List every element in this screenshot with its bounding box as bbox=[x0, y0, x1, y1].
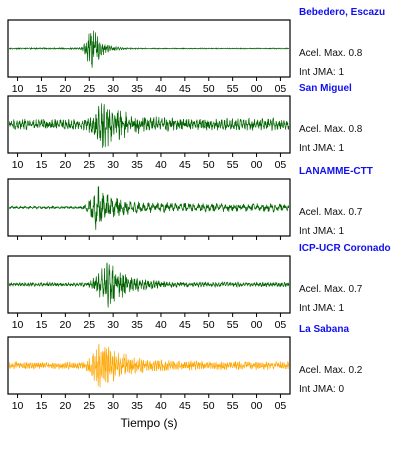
x-tick-label: 05 bbox=[275, 400, 287, 412]
x-tick-label: 50 bbox=[203, 319, 215, 331]
x-axis-title: Tiempo (s) bbox=[121, 416, 178, 430]
x-tick-label: 20 bbox=[60, 400, 72, 412]
panel-frame bbox=[7, 178, 291, 237]
x-tick-label: 00 bbox=[251, 400, 263, 412]
waveform-4 bbox=[9, 262, 289, 308]
x-tick-label: 15 bbox=[36, 319, 48, 331]
x-tick-label: 00 bbox=[251, 83, 263, 95]
x-tick-label: 45 bbox=[179, 83, 191, 95]
x-tick-label: 50 bbox=[203, 400, 215, 412]
x-tick-label: 55 bbox=[227, 319, 239, 331]
x-tick-label: 25 bbox=[83, 400, 95, 412]
waveform-3 bbox=[9, 186, 289, 230]
x-tick-label: 40 bbox=[155, 83, 167, 95]
x-tick-label: 50 bbox=[203, 159, 215, 171]
x-tick-label: 55 bbox=[227, 159, 239, 171]
x-tick-label: 05 bbox=[275, 159, 287, 171]
x-tick-label: 05 bbox=[275, 319, 287, 331]
x-tick-label: 20 bbox=[60, 319, 72, 331]
x-tick-label: 20 bbox=[60, 83, 72, 95]
x-tick-label: 30 bbox=[107, 159, 119, 171]
int-jma-label: Int JMA: 1 bbox=[299, 67, 344, 78]
x-tick-label: 30 bbox=[107, 400, 119, 412]
x-tick-label: 50 bbox=[203, 83, 215, 95]
x-tick-label: 00 bbox=[251, 319, 263, 331]
waveform-1 bbox=[9, 30, 289, 68]
x-tick-label: 25 bbox=[83, 319, 95, 331]
x-tick-label: 35 bbox=[131, 400, 143, 412]
int-jma-label: Int JMA: 1 bbox=[299, 143, 344, 154]
x-tick-label: 25 bbox=[83, 83, 95, 95]
acel-max-label: Acel. Max. 0.7 bbox=[299, 284, 363, 295]
x-tick-label: 40 bbox=[155, 319, 167, 331]
acel-max-label: Acel. Max. 0.8 bbox=[299, 48, 363, 59]
x-tick-label: 10 bbox=[12, 319, 24, 331]
acel-max-label: Acel. Max. 0.7 bbox=[299, 207, 363, 218]
panel-frame bbox=[7, 255, 291, 314]
station-name: Bebedero, Escazu bbox=[299, 7, 385, 18]
x-tick-label: 00 bbox=[251, 159, 263, 171]
x-tick-label: 45 bbox=[179, 319, 191, 331]
x-tick-label: 40 bbox=[155, 400, 167, 412]
int-jma-label: Int JMA: 1 bbox=[299, 303, 344, 314]
x-tick-label: 05 bbox=[275, 83, 287, 95]
station-name: San Miguel bbox=[299, 83, 352, 94]
x-tick-label: 15 bbox=[36, 83, 48, 95]
x-tick-label: 55 bbox=[227, 400, 239, 412]
acel-max-label: Acel. Max. 0.8 bbox=[299, 124, 363, 135]
x-tick-label: 10 bbox=[12, 83, 24, 95]
x-tick-label: 15 bbox=[36, 159, 48, 171]
panel-frame bbox=[7, 95, 291, 154]
x-tick-label: 10 bbox=[12, 159, 24, 171]
waveform-5 bbox=[9, 343, 289, 388]
waveform-2 bbox=[9, 103, 289, 148]
x-tick-label: 45 bbox=[179, 159, 191, 171]
int-jma-label: Int JMA: 0 bbox=[299, 384, 344, 395]
x-tick-label: 45 bbox=[179, 400, 191, 412]
x-tick-label: 25 bbox=[83, 159, 95, 171]
station-name: LANAMME-CTT bbox=[299, 166, 373, 177]
panel-frame bbox=[7, 336, 291, 395]
x-tick-label: 30 bbox=[107, 319, 119, 331]
x-tick-label: 20 bbox=[60, 159, 72, 171]
int-jma-label: Int JMA: 1 bbox=[299, 226, 344, 237]
x-tick-label: 35 bbox=[131, 159, 143, 171]
x-tick-label: 40 bbox=[155, 159, 167, 171]
acel-max-label: Acel. Max. 0.2 bbox=[299, 365, 363, 376]
x-tick-label: 35 bbox=[131, 83, 143, 95]
panel-frame bbox=[7, 19, 291, 78]
x-tick-label: 55 bbox=[227, 83, 239, 95]
x-tick-label: 35 bbox=[131, 319, 143, 331]
panels-group: 10 15 20 25 30 35 40 45 50 55 00 05 Bebedero, Escazu… bbox=[7, 7, 391, 412]
station-name: ICP-UCR Coronado bbox=[299, 243, 391, 254]
x-tick-label: 10 bbox=[12, 400, 24, 412]
station-name: La Sabana bbox=[299, 324, 349, 335]
x-tick-label: 30 bbox=[107, 83, 119, 95]
x-tick-label: 15 bbox=[36, 400, 48, 412]
